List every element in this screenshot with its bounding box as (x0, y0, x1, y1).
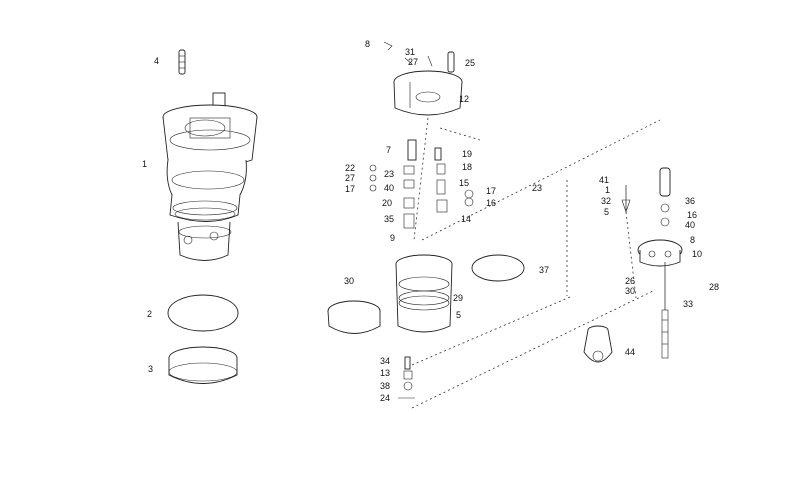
callout-14: 14 (461, 214, 471, 224)
callout-4: 4 (154, 56, 159, 66)
callout-1: 1 (142, 159, 147, 169)
part-12-cap (393, 70, 463, 116)
callout-44: 44 (625, 347, 635, 357)
callout-3: 3 (148, 364, 153, 374)
callout-27-mid: 27 (345, 173, 355, 183)
callout-10: 10 (692, 249, 702, 259)
callout-26: 26 (625, 276, 635, 286)
callout-40-right: 40 (685, 220, 695, 230)
callout-17-right: 17 (486, 186, 496, 196)
frame-guide-lines (411, 119, 661, 409)
callout-22: 22 (345, 163, 355, 173)
part-34-13-38-24-stack (398, 356, 415, 399)
callout-labels: 4 1 2 3 8 31 27 25 12 7 19 22 23 18 27 1… (142, 39, 719, 403)
part-22-23-17-stack (369, 163, 474, 229)
callout-23-left: 23 (384, 169, 394, 179)
callout-28: 28 (709, 282, 719, 292)
part-37-o-ring (471, 254, 525, 282)
part-1-pump-head (162, 92, 258, 261)
callout-33: 33 (683, 299, 693, 309)
callout-15: 15 (459, 178, 469, 188)
part-41-needle (621, 185, 637, 299)
part-29-cylinder (395, 254, 453, 333)
callout-25: 25 (465, 58, 475, 68)
callout-29: 29 (453, 293, 463, 303)
callout-8-top: 8 (365, 39, 370, 49)
callout-9: 9 (390, 233, 395, 243)
callout-36: 36 (685, 196, 695, 206)
callout-16-right: 16 (687, 210, 697, 220)
callout-20: 20 (382, 198, 392, 208)
callout-12: 12 (459, 94, 469, 104)
callout-35: 35 (384, 214, 394, 224)
callout-30-right: 30 (625, 286, 635, 296)
callout-1-right: 1 (605, 185, 610, 195)
callout-30-left: 30 (344, 276, 354, 286)
callout-40-left: 40 (384, 183, 394, 193)
part-28-rod-assembly (637, 167, 683, 359)
callout-23-right: 23 (532, 183, 542, 193)
callout-31: 31 (405, 47, 415, 57)
part-7-shaft (407, 117, 442, 241)
callout-27-top: 27 (408, 57, 418, 67)
callout-16-mid: 16 (486, 198, 496, 208)
callout-34: 34 (380, 356, 390, 366)
callout-13: 13 (380, 368, 390, 378)
callout-38: 38 (380, 381, 390, 391)
callout-19: 19 (462, 149, 472, 159)
callout-8-right: 8 (690, 235, 695, 245)
callout-18: 18 (462, 162, 472, 172)
callout-41: 41 (599, 175, 609, 185)
callout-5-right: 5 (604, 207, 609, 217)
part-4-pin (178, 49, 186, 75)
callout-2: 2 (147, 309, 152, 319)
callout-5-center: 5 (456, 310, 461, 320)
callout-7: 7 (386, 145, 391, 155)
part-30-ring (327, 300, 381, 334)
part-8-31-27-fasteners (383, 41, 455, 73)
part-44-nozzle (583, 325, 613, 363)
callout-17-left: 17 (345, 184, 355, 194)
callout-37: 37 (539, 265, 549, 275)
callout-24: 24 (380, 393, 390, 403)
part-3-band (168, 346, 238, 384)
part-2-o-ring (167, 294, 239, 332)
callout-32: 32 (601, 196, 611, 206)
